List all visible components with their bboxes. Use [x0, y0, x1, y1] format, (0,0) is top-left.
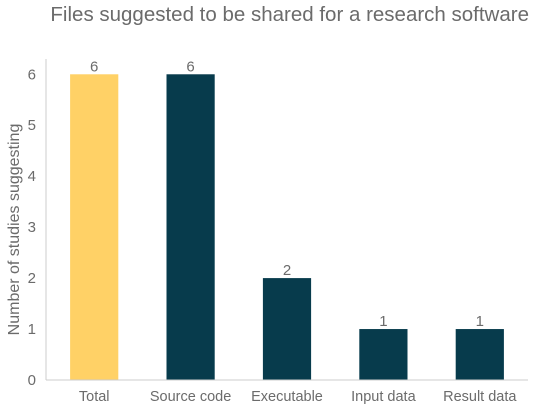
x-tick-label: Executable — [251, 389, 323, 405]
y-tick-label: 1 — [28, 321, 36, 338]
y-tick-label: 2 — [28, 270, 36, 287]
bar — [166, 74, 215, 381]
chart-title: Files suggested to be shared for a resea… — [50, 3, 529, 26]
x-tick-label: Result data — [443, 389, 517, 405]
x-tick-label: Total — [79, 389, 110, 405]
x-axis-labels: Total Source code Executable Input data Resu… — [79, 389, 518, 405]
data-label: 1 — [379, 313, 387, 330]
data-label: 6 — [186, 58, 194, 75]
x-tick-label: Source code — [150, 389, 231, 405]
bar — [455, 329, 504, 380]
bar — [262, 278, 312, 380]
y-tick-label: 0 — [28, 372, 36, 389]
bars — [70, 74, 504, 381]
y-tick-label: 3 — [28, 219, 36, 236]
bar — [359, 329, 408, 380]
y-axis-ticks: 0 1 2 3 4 5 6 — [28, 66, 36, 389]
y-tick-label: 6 — [28, 66, 36, 83]
data-label: 1 — [476, 313, 484, 330]
y-tick-label: 4 — [28, 168, 36, 185]
data-label: 6 — [90, 58, 98, 75]
y-axis-title: Number of studies suggesting — [6, 124, 23, 336]
data-label: 2 — [283, 262, 291, 279]
bar — [70, 74, 119, 381]
x-tick-label: Input data — [351, 389, 416, 405]
y-tick-label: 5 — [28, 117, 36, 134]
data-labels: 6 6 2 1 1 — [90, 58, 484, 330]
